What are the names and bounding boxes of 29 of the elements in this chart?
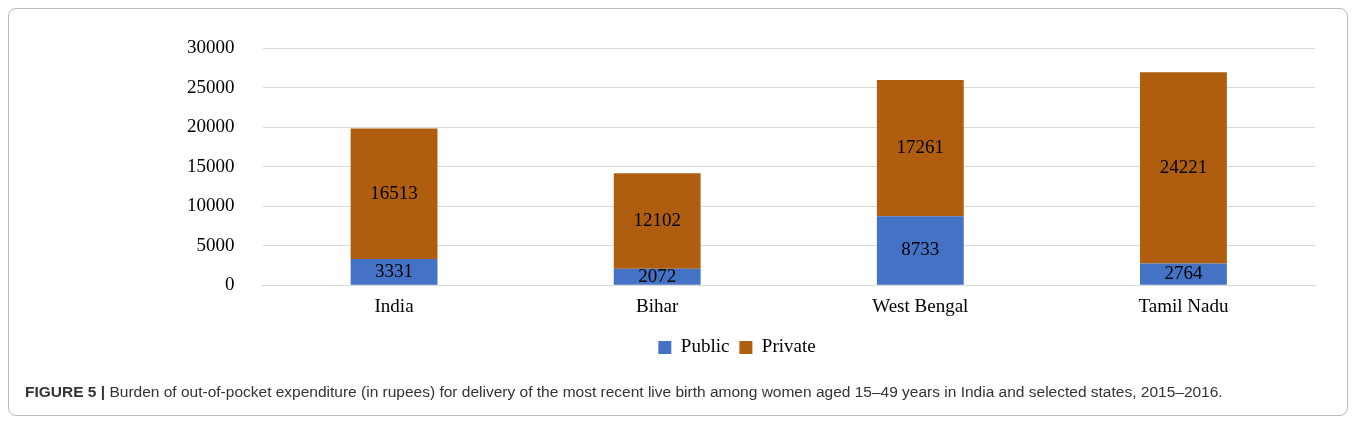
bar [876, 80, 964, 217]
bar [876, 216, 964, 285]
x-tick-label: Tamil Nadu [1138, 294, 1229, 316]
y-tick-label: 30000 [187, 36, 235, 58]
data-label: 3331 [375, 259, 414, 281]
data-label: 8733 [901, 238, 940, 260]
bar [1140, 72, 1227, 264]
y-tick-label: 15000 [187, 154, 235, 176]
y-tick-label: 10000 [187, 194, 235, 216]
y-tick-label: 5000 [196, 233, 235, 255]
x-tick-label: Bihar [636, 294, 679, 316]
data-label: 12102 [633, 209, 681, 231]
bar [1140, 263, 1227, 285]
legend-label: Public [680, 335, 730, 357]
bar [350, 128, 438, 259]
bar [613, 173, 701, 269]
y-tick-label: 25000 [187, 75, 235, 97]
data-label: 17261 [896, 136, 945, 158]
y-tick-label: 20000 [187, 115, 235, 137]
data-label: 24221 [1159, 155, 1208, 177]
y-tick-label: 0 [225, 273, 235, 295]
bar [350, 258, 438, 285]
data-label: 2072 [638, 264, 677, 286]
data-label: 2764 [1164, 262, 1203, 284]
x-tick-label: West Bengal [872, 294, 969, 316]
legend-label: Private [761, 335, 816, 357]
caption: FIGURE 5 | Burden of out-of-pocket expenditure (in rupees) for delivery of the most recent live birth among women aged 15–49 years in India and selected states, 2015–2016. [25, 383, 1223, 400]
data-label: 16513 [370, 181, 418, 203]
x-tick-label: India [374, 294, 415, 316]
